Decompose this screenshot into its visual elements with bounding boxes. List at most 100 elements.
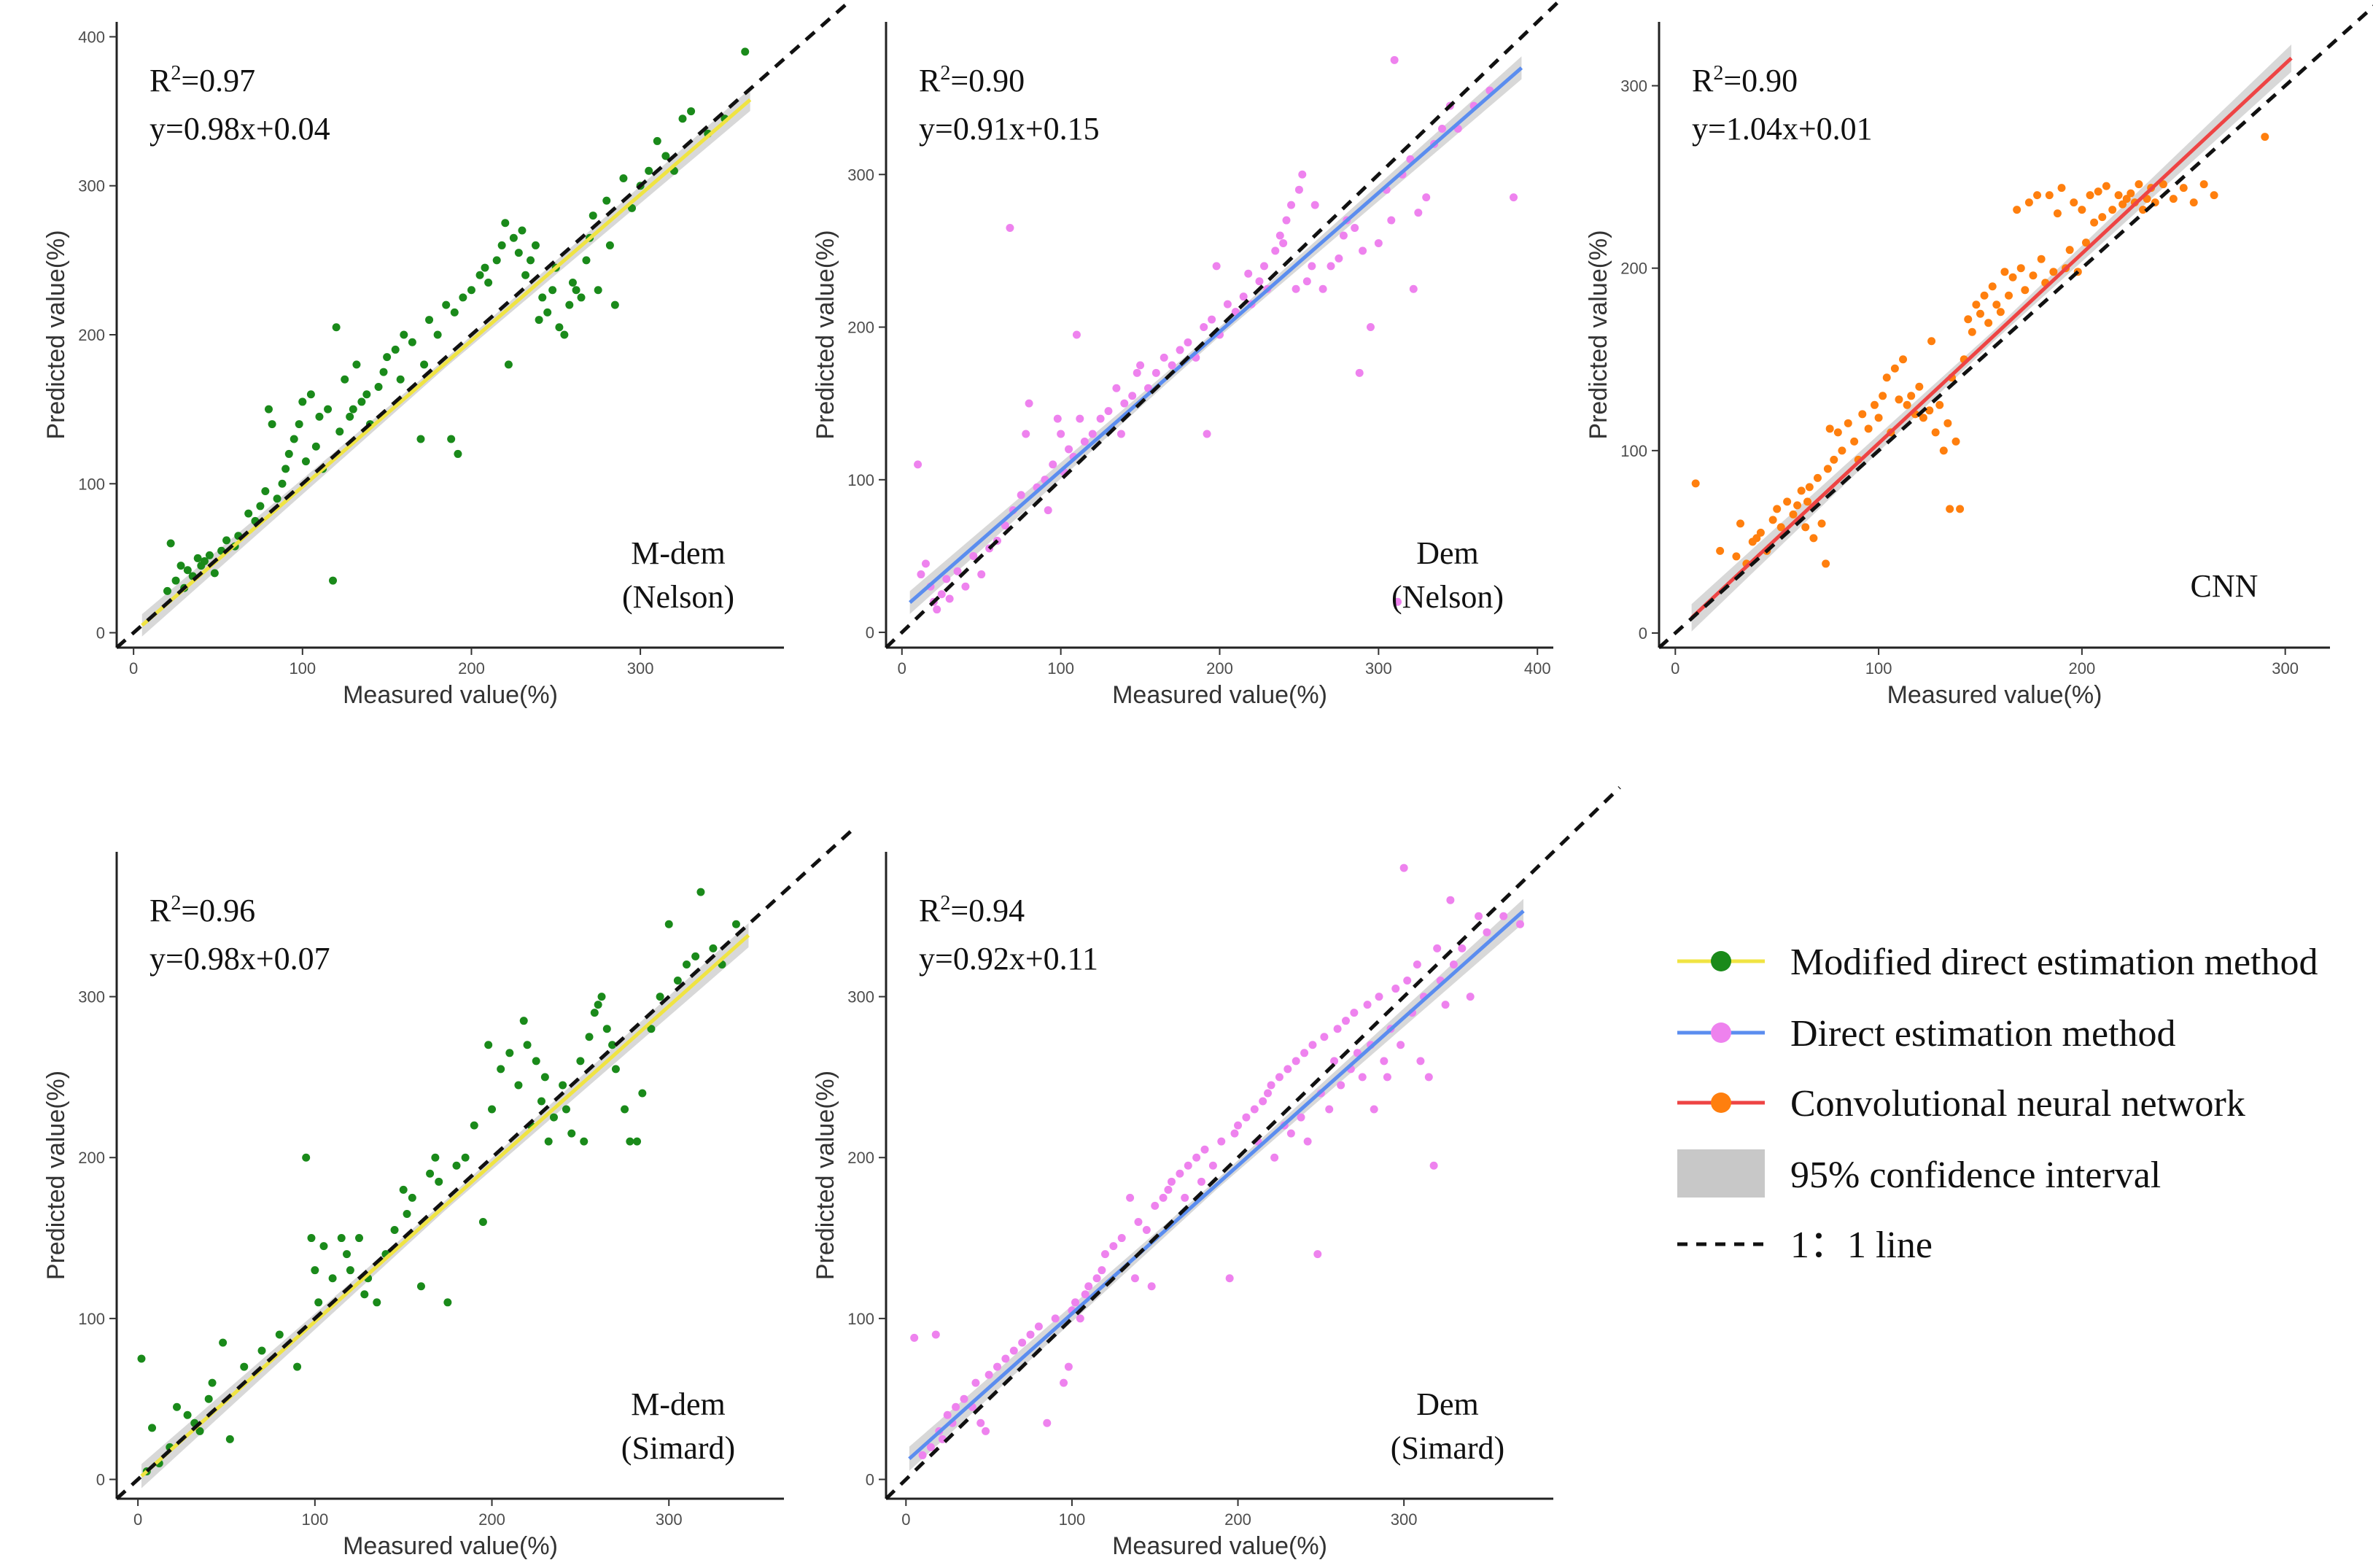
- data-point: [1397, 1041, 1405, 1049]
- x-tick-label: 300: [656, 1510, 683, 1529]
- data-point: [425, 316, 434, 325]
- r2-annotation: R2=0.94: [919, 892, 1025, 928]
- data-point: [741, 47, 750, 56]
- data-point: [1275, 1073, 1283, 1082]
- regression-equation: y=0.98x+0.07: [149, 941, 330, 977]
- data-point: [514, 1081, 523, 1090]
- data-point: [1126, 1193, 1135, 1202]
- data-point: [1184, 1161, 1192, 1170]
- data-point: [420, 360, 429, 369]
- data-point: [1001, 1354, 1010, 1363]
- data-point: [993, 1362, 1001, 1371]
- data-point: [1756, 528, 1765, 537]
- data-point: [1043, 1418, 1052, 1427]
- data-point: [1449, 960, 1458, 969]
- panel-method-label: CNN: [2191, 568, 2259, 604]
- x-tick-label: 200: [478, 1510, 505, 1529]
- data-point: [1168, 361, 1176, 370]
- data-point: [1773, 505, 1782, 513]
- data-point: [1282, 216, 1291, 225]
- data-point: [633, 1137, 642, 1146]
- data-point: [1271, 247, 1280, 255]
- y-tick-label: 100: [78, 475, 105, 493]
- data-point: [391, 345, 400, 354]
- y-tick-label: 100: [847, 1310, 874, 1328]
- x-axis-title: Measured value(%): [343, 1532, 558, 1560]
- y-tick-label: 0: [96, 1471, 105, 1489]
- data-point: [1088, 430, 1097, 438]
- data-point: [416, 1282, 425, 1291]
- legend-item-ref: 1：1 line: [1677, 1224, 1933, 1266]
- data-point: [2098, 213, 2107, 222]
- data-point: [176, 562, 185, 570]
- data-point: [982, 1427, 990, 1435]
- data-point: [1308, 1041, 1317, 1049]
- data-point: [1279, 238, 1288, 247]
- data-point: [1383, 1073, 1391, 1082]
- data-point: [594, 1001, 602, 1009]
- r2-superscript: 2: [1713, 62, 1723, 85]
- data-point: [960, 1394, 968, 1403]
- data-point: [2008, 273, 2017, 282]
- data-point: [1112, 384, 1121, 392]
- data-point: [656, 993, 664, 1001]
- y-axis-title: Predicted value(%): [42, 230, 70, 439]
- data-point: [183, 566, 192, 575]
- y-tick-label: 0: [1639, 624, 1647, 643]
- data-point: [1390, 55, 1399, 64]
- data-point: [1120, 399, 1129, 408]
- data-point: [399, 1185, 408, 1194]
- data-point: [709, 944, 718, 952]
- data-point: [1793, 501, 1802, 510]
- data-point: [918, 1451, 927, 1459]
- data-point: [1844, 419, 1852, 427]
- data-point: [2086, 191, 2094, 200]
- data-point: [2033, 191, 2042, 200]
- data-point: [335, 427, 344, 436]
- x-tick-label: 0: [129, 659, 138, 678]
- data-point: [379, 368, 388, 376]
- data-point: [1939, 446, 1948, 455]
- data-point: [1017, 491, 1025, 500]
- legend-label-cnn: Convolutional neural network: [1790, 1083, 2245, 1125]
- panel-2: 0 100 200 300 400 0 100 200 300 Measured value(%)…: [812, 0, 1564, 709]
- data-point: [328, 1274, 337, 1283]
- data-point: [1318, 284, 1327, 293]
- data-point: [1018, 1338, 1027, 1347]
- data-point: [166, 539, 175, 548]
- data-point: [602, 196, 611, 205]
- data-point: [2118, 200, 2127, 209]
- data-point: [1895, 395, 1903, 404]
- data-point: [435, 1177, 443, 1186]
- r2-superscript: 2: [940, 892, 950, 915]
- data-point: [1109, 1242, 1118, 1251]
- x-tick-label: 0: [901, 1510, 910, 1529]
- data-point: [1968, 327, 1976, 336]
- data-point: [1076, 414, 1084, 423]
- data-point: [1270, 1153, 1279, 1162]
- data-point: [645, 166, 653, 175]
- data-point: [346, 1266, 354, 1275]
- data-point: [560, 330, 569, 339]
- data-point: [431, 1153, 440, 1162]
- data-point: [509, 233, 518, 242]
- data-point: [1351, 224, 1359, 233]
- y-tick-label: 300: [1620, 77, 1647, 96]
- x-axis-title: Measured value(%): [1887, 681, 2102, 709]
- data-point: [293, 1362, 302, 1371]
- data-point: [261, 487, 270, 495]
- x-tick-label: 400: [1524, 659, 1551, 678]
- data-point: [1212, 262, 1221, 271]
- data-point: [433, 330, 442, 339]
- data-point: [290, 435, 298, 443]
- data-point: [2159, 180, 2167, 189]
- data-point: [210, 569, 219, 578]
- data-point: [527, 256, 535, 265]
- data-point: [1283, 1065, 1292, 1074]
- data-point: [1292, 1057, 1300, 1066]
- data-point: [565, 300, 574, 309]
- data-point: [1116, 430, 1125, 438]
- data-point: [977, 570, 986, 579]
- data-point: [1441, 1001, 1450, 1009]
- data-point: [454, 449, 462, 458]
